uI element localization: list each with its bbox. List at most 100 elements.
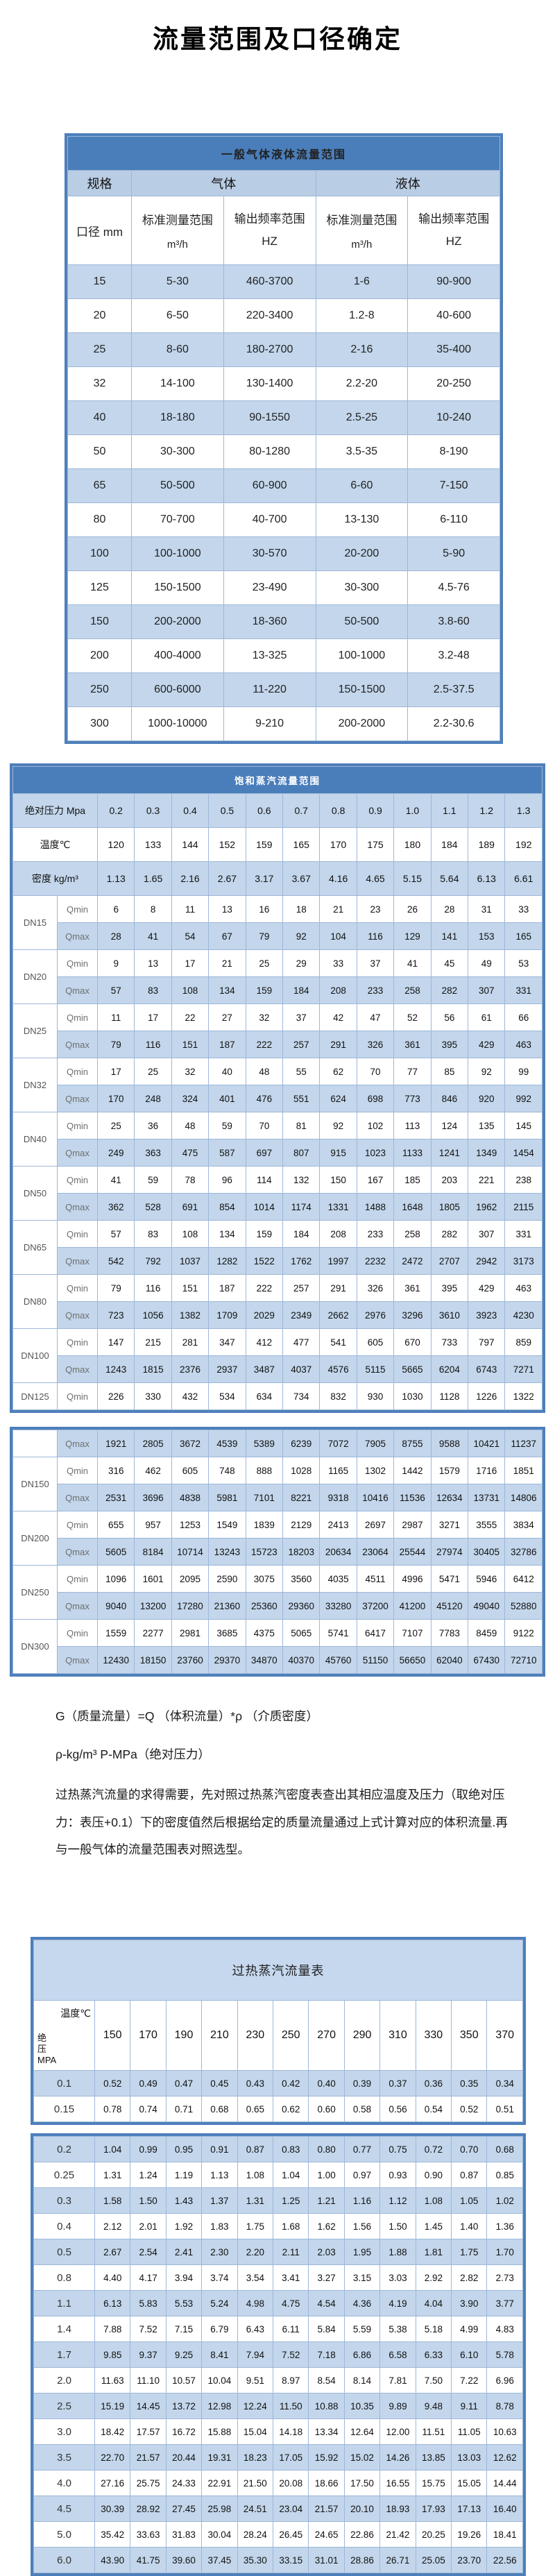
density-value: 12.00 — [379, 2418, 416, 2446]
saturated-steam-table-part1: 饱和蒸汽流量范围 绝对压力 Mpa 0.2 0.3 0.4 0.5 0.6 0.7 0.8 0.… — [12, 766, 543, 1410]
density-value: 7.94 — [237, 2341, 274, 2369]
qmax-value: 11237 — [504, 1430, 543, 1457]
density-value: 17.50 — [343, 2470, 381, 2497]
table-gap — [31, 2125, 526, 2133]
qmax-value: 7072 — [319, 1430, 357, 1457]
value-cell: 6-60 — [315, 468, 409, 503]
qmax-value: 1243 — [96, 1355, 135, 1383]
general-flow-table: 一般气体液体流量范围 规格 气体 液体 口径 mm 标准测量范围 m³/h 输出… — [67, 136, 500, 741]
density-value: 20.10 — [343, 2496, 381, 2523]
value-cell: 40-600 — [407, 298, 500, 333]
qmin-value: 7107 — [393, 1619, 432, 1647]
density-value: 2.20 — [237, 2239, 274, 2266]
density-value: 0.78 — [94, 2096, 131, 2123]
density-value: 4.83 — [486, 2316, 523, 2343]
qmin-value: 2095 — [171, 1565, 210, 1593]
liquid-header: 液体 — [315, 170, 500, 196]
density-value: 9.85 — [94, 2341, 131, 2369]
pressure-row: 1.1 6.13 5.83 5.53 5.24 4.98 4.75 4.54 4.36 4.19 4… — [33, 2290, 523, 2317]
qmin-value: 145 — [504, 1112, 543, 1139]
density-value: 6.58 — [379, 2341, 416, 2369]
qmax-value: 72710 — [504, 1646, 543, 1674]
value-cell: 8-190 — [407, 434, 500, 469]
value-cell: 9-210 — [223, 706, 316, 741]
density-value: 2.41 — [165, 2239, 203, 2266]
dn-label: DN300 — [12, 1619, 58, 1674]
qmin-value: 26 — [393, 895, 432, 923]
table-row: 50 30-300 80-1280 3.5-35 8-190 — [67, 434, 500, 469]
qmax-value: 17280 — [171, 1592, 210, 1620]
qmax-value: 1349 — [468, 1139, 506, 1167]
density-value: 17.13 — [451, 2496, 488, 2523]
qmax-value: 13731 — [468, 1484, 506, 1511]
density-value: 1.70 — [486, 2239, 523, 2266]
qmax-value: 28 — [96, 922, 135, 950]
density-value: 2.03 — [308, 2239, 345, 2266]
qmin-value: 331 — [504, 1220, 543, 1248]
qmax-value: 184 — [282, 976, 321, 1004]
qmin-value: 113 — [393, 1112, 432, 1139]
qmax-label: Qmax — [57, 1592, 98, 1620]
qmin-value: 7783 — [430, 1619, 469, 1647]
dn-qmin-row: DN250 Qmin 1096 1601 2095 2590 3075 3560 4035 451… — [12, 1565, 543, 1620]
value-cell: 220-3400 — [223, 298, 316, 333]
qmin-value: 27 — [208, 1003, 246, 1031]
density-value: 0.99 — [130, 2136, 166, 2163]
qmax-value: 3296 — [393, 1301, 432, 1329]
value-cell: 50-500 — [315, 604, 409, 639]
density-value: 16.72 — [165, 2418, 203, 2446]
diameter-cell: 125 — [67, 570, 132, 605]
dn-qmax-row: Qmax 28 41 54 67 79 92 104 116 129 141 153 165 — [13, 922, 543, 950]
dn-qmax-row: Qmax 79 116 151 187 222 257 291 326 361 395 429 463 — [13, 1031, 543, 1058]
density-value: 13.85 — [415, 2444, 452, 2471]
general-flow-table-box: 一般气体液体流量范围 规格 气体 液体 口径 mm 标准测量范围 m³/h 输出… — [65, 133, 503, 744]
density-value: 1.83 — [201, 2213, 238, 2240]
qmax-value: 2662 — [319, 1301, 357, 1329]
qmax-value: 2115 — [504, 1193, 543, 1221]
temperature-value: 170 — [319, 827, 357, 862]
pressure-row: 1.4 7.88 7.52 7.15 6.79 6.43 6.11 5.84 5.59 5.38 5… — [33, 2316, 523, 2343]
density-value: 35.42 — [94, 2521, 131, 2548]
qmax-value: 307 — [468, 976, 506, 1004]
density-value: 33.63 — [130, 2521, 166, 2548]
density-value: 0.47 — [165, 2070, 203, 2097]
qmin-label: Qmin — [57, 1003, 98, 1031]
density-value: 1.75 — [237, 2213, 274, 2240]
density-value: 20.25 — [415, 2521, 452, 2548]
pressure-row: 0.8 4.40 4.17 3.94 3.74 3.54 3.41 3.27 3.15 3.03 2… — [33, 2264, 523, 2291]
density-value: 4.16 — [319, 861, 357, 896]
value-cell: 30-300 — [131, 434, 224, 469]
qmax-value: 1282 — [208, 1247, 246, 1275]
qmax-value: 104 — [319, 922, 357, 950]
qmin-label: Qmin — [57, 1619, 98, 1647]
density-value: 14.18 — [273, 2418, 309, 2446]
qmax-value: 23760 — [171, 1646, 210, 1674]
value-cell: 80-1280 — [223, 434, 316, 469]
qmin-value: 258 — [393, 1220, 432, 1248]
dn-qmin-row: DN32 Qmin 17 25 32 40 48 55 62 70 77 85 92 99 — [12, 1058, 543, 1112]
qmin-value: 17 — [171, 949, 210, 977]
qmin-value: 18 — [282, 895, 321, 923]
density-value: 2.67 — [208, 861, 246, 896]
qmax-value: 920 — [468, 1085, 506, 1112]
diameter-cell: 15 — [67, 264, 132, 299]
density-value: 0.51 — [486, 2096, 523, 2123]
density-value: 9.89 — [379, 2393, 416, 2420]
density-value: 4.54 — [308, 2290, 345, 2317]
qmin-label: Qmin — [57, 1058, 98, 1085]
value-cell: 14-100 — [131, 366, 224, 401]
qmax-value: 32786 — [504, 1538, 543, 1566]
density-value: 1.88 — [379, 2239, 416, 2266]
qmin-value: 28 — [430, 895, 469, 923]
qmax-value: 79 — [96, 1031, 135, 1058]
value-cell: 18-180 — [131, 400, 224, 435]
density-value: 0.35 — [451, 2070, 488, 2097]
density-value: 23.04 — [273, 2496, 309, 2523]
qmin-value: 108 — [171, 1220, 210, 1248]
value-cell: 460-3700 — [223, 264, 316, 299]
density-value: 0.39 — [343, 2070, 381, 2097]
qmax-value: 9318 — [319, 1484, 357, 1511]
qmax-value: 331 — [504, 976, 543, 1004]
qmin-value: 1302 — [356, 1457, 395, 1484]
density-value: 15.75 — [415, 2470, 452, 2497]
